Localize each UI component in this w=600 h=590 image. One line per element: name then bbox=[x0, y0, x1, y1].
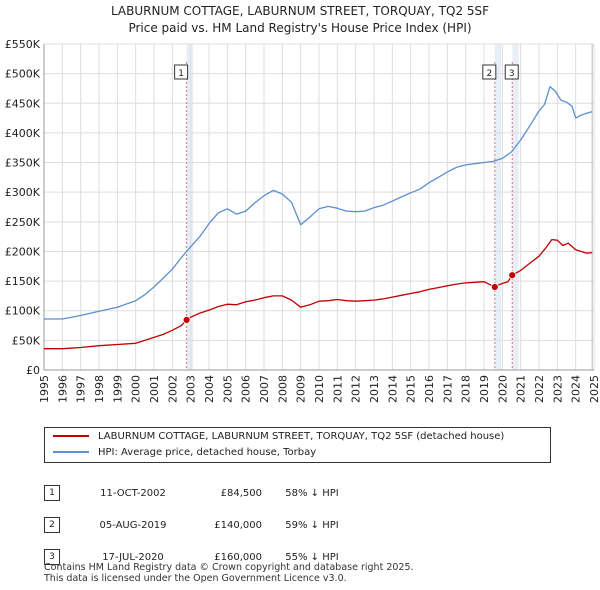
y-tick-label: £500K bbox=[5, 68, 41, 81]
legend-label-property: LABURNUM COTTAGE, LABURNUM STREET, TORQU… bbox=[98, 431, 505, 442]
sale-number-badge: 2 bbox=[44, 517, 60, 533]
footer-licence: This data is licensed under the Open Gov… bbox=[44, 573, 347, 584]
x-tick-label: 2014 bbox=[386, 375, 399, 403]
x-tick-label: 2008 bbox=[276, 375, 289, 403]
sale-label-box bbox=[504, 64, 519, 80]
sale-date: 11-OCT-2002 bbox=[100, 487, 166, 499]
y-tick-label: £450K bbox=[5, 97, 41, 110]
x-tick-label: 2006 bbox=[240, 375, 253, 403]
sale-price: £84,500 bbox=[220, 487, 262, 499]
x-tick-label: 2003 bbox=[185, 375, 198, 403]
x-tick-label: 2005 bbox=[221, 375, 234, 403]
legend-label-hpi: HPI: Average price, detached house, Torb… bbox=[98, 447, 317, 458]
x-tick-label: 2020 bbox=[496, 375, 509, 403]
property-line-swatch bbox=[53, 435, 89, 437]
sale-band bbox=[186, 44, 194, 370]
y-tick-label: £100K bbox=[5, 305, 41, 318]
chart-title: LABURNUM COTTAGE, LABURNUM STREET, TORQU… bbox=[110, 4, 490, 18]
legend: LABURNUM COTTAGE, LABURNUM STREET, TORQU… bbox=[44, 427, 551, 463]
x-tick-label: 2022 bbox=[533, 375, 546, 403]
y-tick-label: £250K bbox=[5, 216, 41, 229]
price-chart: 1 2 3 £0 £50K £100K £150K £200K £250K £300K £350K £… bbox=[5, 38, 600, 403]
sale-point bbox=[508, 271, 517, 280]
row-number-cell: 1 bbox=[44, 477, 78, 509]
y-tick-label: £300K bbox=[5, 186, 41, 199]
y-tick-label: £400K bbox=[5, 127, 41, 140]
x-tick-label: 2023 bbox=[551, 375, 564, 403]
sale-band bbox=[494, 44, 502, 370]
sale-label: 2 bbox=[486, 69, 492, 79]
x-tick-label: 2018 bbox=[460, 375, 473, 403]
chart-subtitle: Price paid vs. HM Land Registry's House … bbox=[128, 21, 472, 35]
sale-number-badge: 1 bbox=[44, 485, 60, 501]
transactions-table: 1 11-OCT-2002 £84,500 58% ↓ HPI 2 05-AUG… bbox=[44, 477, 362, 573]
table-row: 1 11-OCT-2002 £84,500 58% ↓ HPI bbox=[44, 477, 362, 509]
x-tick-label: 2017 bbox=[441, 375, 454, 403]
sale-label: 3 bbox=[509, 69, 515, 79]
hpi-line bbox=[44, 86, 593, 320]
sale-price: £160,000 bbox=[214, 551, 262, 563]
x-tick-label: 2000 bbox=[130, 375, 143, 403]
sale-label-box bbox=[482, 64, 497, 80]
x-tick-label: 2016 bbox=[423, 375, 436, 403]
x-tick-label: 2009 bbox=[295, 375, 308, 403]
x-tick-label: 2012 bbox=[350, 375, 363, 403]
footer-copyright: Contains HM Land Registry data © Crown c… bbox=[44, 562, 414, 573]
x-tick-label: 1995 bbox=[38, 375, 51, 403]
x-tick-label: 2001 bbox=[148, 375, 161, 403]
y-tick-label: £550K bbox=[5, 38, 41, 51]
sale-point bbox=[490, 283, 499, 291]
sale-hpi-diff: 55% ↓ HPI bbox=[285, 551, 339, 563]
x-tick-label: 1996 bbox=[56, 375, 69, 403]
table-row: 2 05-AUG-2019 £140,000 59% ↓ HPI bbox=[44, 509, 362, 541]
y-tick-label: £50K bbox=[12, 334, 41, 347]
x-tick-label: 2019 bbox=[478, 375, 491, 403]
sale-label-box bbox=[174, 64, 189, 80]
x-tick-label: 1999 bbox=[111, 375, 124, 403]
x-tick-label: 2013 bbox=[368, 375, 381, 403]
x-tick-label: 2004 bbox=[203, 375, 216, 403]
x-tick-label: 2021 bbox=[515, 375, 528, 403]
x-tick-label: 2010 bbox=[313, 375, 326, 403]
sale-hpi-diff: 59% ↓ HPI bbox=[285, 519, 339, 531]
x-tick-label: 1998 bbox=[93, 375, 106, 403]
property-price-line bbox=[44, 238, 593, 350]
x-tick-label: 2025 bbox=[588, 375, 600, 403]
y-tick-label: £0 bbox=[26, 364, 40, 377]
row-number-cell: 3 bbox=[44, 541, 78, 573]
legend-item-hpi: HPI: Average price, detached house, Torb… bbox=[53, 445, 316, 461]
sale-band bbox=[512, 44, 519, 370]
x-tick-label: 2002 bbox=[166, 375, 179, 403]
sale-price: £140,000 bbox=[214, 519, 262, 531]
hpi-line-swatch bbox=[53, 451, 89, 453]
x-tick-label: 1997 bbox=[75, 375, 88, 403]
x-tick-label: 2007 bbox=[258, 375, 271, 403]
sale-number-badge: 3 bbox=[44, 549, 60, 565]
sale-label: 1 bbox=[178, 69, 184, 79]
y-tick-label: £200K bbox=[5, 245, 41, 258]
y-tick-label: £150K bbox=[5, 275, 41, 288]
x-tick-label: 2015 bbox=[405, 375, 418, 403]
sale-date: 17-JUL-2020 bbox=[102, 551, 164, 563]
x-tick-label: 2011 bbox=[331, 375, 344, 403]
y-tick-label: £350K bbox=[5, 157, 41, 170]
sale-point bbox=[182, 316, 191, 324]
sale-hpi-diff: 58% ↓ HPI bbox=[285, 487, 339, 499]
row-number-cell: 2 bbox=[44, 509, 78, 541]
table-row: 3 17-JUL-2020 £160,000 55% ↓ HPI bbox=[44, 541, 362, 573]
legend-item-property: LABURNUM COTTAGE, LABURNUM STREET, TORQU… bbox=[53, 429, 504, 445]
sale-date: 05-AUG-2019 bbox=[99, 519, 167, 531]
x-tick-label: 2024 bbox=[570, 375, 583, 403]
